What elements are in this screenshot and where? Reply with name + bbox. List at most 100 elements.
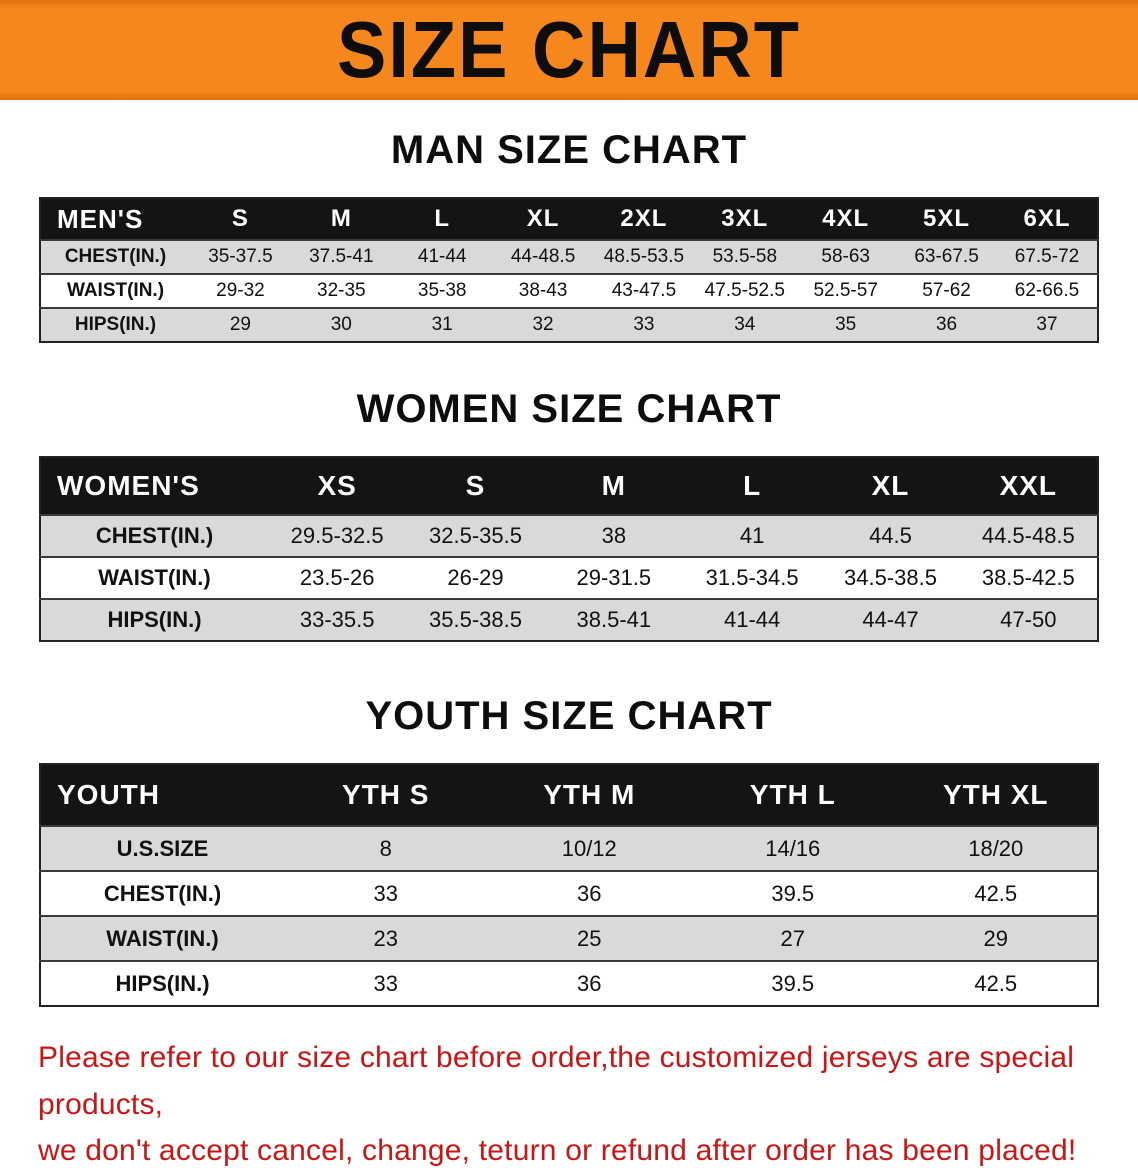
table-row: CHEST(IN.) 29.5-32.5 32.5-35.5 38 41 44.5 44.5… xyxy=(40,514,1098,557)
size-value-cell: 35 xyxy=(795,307,897,342)
table-row: U.S.SIZE 8 10/12 14/16 18/20 xyxy=(40,825,1098,871)
size-value-cell: 67.5-72 xyxy=(997,239,1098,274)
size-value-cell: 8 xyxy=(284,825,488,871)
size-value-cell: 33 xyxy=(284,960,488,1006)
size-column-header: M xyxy=(290,198,392,240)
size-value-cell: 57-62 xyxy=(896,273,997,308)
table-row: CHEST(IN.) 33 36 39.5 42.5 xyxy=(40,870,1098,916)
table-row: HIPS(IN.) 29 30 31 32 33 34 35 36 37 xyxy=(40,307,1098,342)
size-value-cell: 42.5 xyxy=(894,960,1098,1006)
size-value-cell: 34.5-38.5 xyxy=(821,556,960,599)
size-value-cell: 36 xyxy=(896,307,997,342)
section-women: WOMEN SIZE CHART WOMEN'S XS S M L XL XXL CHEST(… xyxy=(0,387,1138,642)
size-value-cell: 35.5-38.5 xyxy=(406,598,545,641)
size-value-cell: 26-29 xyxy=(406,556,545,599)
size-value-cell: 43-47.5 xyxy=(593,273,695,308)
table-row: HIPS(IN.) 33 36 39.5 42.5 xyxy=(40,960,1098,1006)
size-value-cell: 58-63 xyxy=(795,239,897,274)
section-men: MAN SIZE CHART MEN'S S M L XL 2XL 3XL 4XL 5XL 6XL… xyxy=(0,128,1138,343)
size-value-cell: 38.5-41 xyxy=(544,598,683,641)
size-value-cell: 23 xyxy=(284,915,488,961)
size-value-cell: 38 xyxy=(544,514,683,557)
size-value-cell: 37 xyxy=(997,307,1098,342)
row-label-cell: CHEST(IN.) xyxy=(40,239,190,274)
size-column-header: XXL xyxy=(959,457,1098,515)
size-value-cell: 63-67.5 xyxy=(896,239,997,274)
size-value-cell: 29-31.5 xyxy=(544,556,683,599)
size-column-header: 6XL xyxy=(997,198,1098,240)
size-value-cell: 41 xyxy=(682,514,822,557)
size-column-header: YTH S xyxy=(284,764,488,826)
size-value-cell: 47.5-52.5 xyxy=(694,273,796,308)
size-value-cell: 36 xyxy=(487,870,691,916)
row-label-cell: WAIST(IN.) xyxy=(40,556,268,599)
size-value-cell: 41-44 xyxy=(682,598,822,641)
size-value-cell: 25 xyxy=(487,915,691,961)
size-column-header: YTH XL xyxy=(894,764,1098,826)
size-column-header: 2XL xyxy=(593,198,695,240)
table-header-row: MEN'S S M L XL 2XL 3XL 4XL 5XL 6XL xyxy=(40,198,1098,240)
size-value-cell: 27 xyxy=(691,915,895,961)
row-label-cell: HIPS(IN.) xyxy=(40,598,268,641)
size-value-cell: 39.5 xyxy=(691,960,895,1006)
row-label-cell: HIPS(IN.) xyxy=(40,307,190,342)
table-corner-label: WOMEN'S xyxy=(40,457,268,515)
size-value-cell: 62-66.5 xyxy=(997,273,1098,308)
section-youth: YOUTH SIZE CHART YOUTH YTH S YTH M YTH L YTH… xyxy=(0,694,1138,1007)
size-value-cell: 52.5-57 xyxy=(795,273,897,308)
size-value-cell: 29-32 xyxy=(190,273,291,308)
youth-section-heading: YOUTH SIZE CHART xyxy=(365,694,773,738)
table-row: WAIST(IN.) 23 25 27 29 xyxy=(40,915,1098,961)
size-column-header: L xyxy=(682,457,822,515)
size-column-header: 5XL xyxy=(896,198,997,240)
row-label-cell: WAIST(IN.) xyxy=(40,915,284,961)
size-value-cell: 31 xyxy=(391,307,493,342)
size-value-cell: 44.5-48.5 xyxy=(959,514,1098,557)
size-value-cell: 29 xyxy=(190,307,291,342)
size-column-header: M xyxy=(544,457,683,515)
size-value-cell: 18/20 xyxy=(894,825,1098,871)
men-size-table: MEN'S S M L XL 2XL 3XL 4XL 5XL 6XL CHEST(IN.) 35-37… xyxy=(39,197,1099,343)
size-column-header: XS xyxy=(268,457,407,515)
size-value-cell: 29 xyxy=(894,915,1098,961)
table-row: WAIST(IN.) 29-32 32-35 35-38 38-43 43-47.5 47.… xyxy=(40,273,1098,308)
size-value-cell: 32 xyxy=(492,307,594,342)
size-value-cell: 42.5 xyxy=(894,870,1098,916)
size-value-cell: 53.5-58 xyxy=(694,239,796,274)
size-value-cell: 33 xyxy=(284,870,488,916)
size-value-cell: 48.5-53.5 xyxy=(593,239,695,274)
size-value-cell: 10/12 xyxy=(487,825,691,871)
size-column-header: L xyxy=(391,198,493,240)
size-value-cell: 29.5-32.5 xyxy=(268,514,407,557)
size-value-cell: 32.5-35.5 xyxy=(406,514,545,557)
table-row: WAIST(IN.) 23.5-26 26-29 29-31.5 31.5-34.5 34… xyxy=(40,556,1098,599)
size-value-cell: 23.5-26 xyxy=(268,556,407,599)
size-charts: MAN SIZE CHART MEN'S S M L XL 2XL 3XL 4XL 5XL 6XL… xyxy=(0,128,1138,1007)
women-section-heading: WOMEN SIZE CHART xyxy=(356,387,782,431)
size-value-cell: 32-35 xyxy=(290,273,392,308)
size-value-cell: 44-48.5 xyxy=(492,239,594,274)
size-value-cell: 35-38 xyxy=(391,273,493,308)
size-column-header: YTH L xyxy=(691,764,895,826)
row-label-cell: U.S.SIZE xyxy=(40,825,284,871)
size-column-header: S xyxy=(406,457,545,515)
size-value-cell: 44-47 xyxy=(821,598,960,641)
size-value-cell: 41-44 xyxy=(391,239,493,274)
size-value-cell: 31.5-34.5 xyxy=(682,556,822,599)
size-value-cell: 44.5 xyxy=(821,514,960,557)
size-value-cell: 33 xyxy=(593,307,695,342)
table-row: CHEST(IN.) 35-37.5 37.5-41 41-44 44-48.5 48.5… xyxy=(40,239,1098,274)
men-section-heading: MAN SIZE CHART xyxy=(390,128,748,172)
size-value-cell: 33-35.5 xyxy=(268,598,407,641)
banner: SIZE CHART xyxy=(0,0,1138,100)
size-column-header: S xyxy=(190,198,291,240)
table-row: HIPS(IN.) 33-35.5 35.5-38.5 38.5-41 41-44 44-… xyxy=(40,598,1098,641)
size-value-cell: 30 xyxy=(290,307,392,342)
size-value-cell: 39.5 xyxy=(691,870,895,916)
youth-size-table: YOUTH YTH S YTH M YTH L YTH XL U.S.SIZE 8 10/12… xyxy=(39,763,1099,1007)
women-size-table: WOMEN'S XS S M L XL XXL CHEST(IN.) 29.5-32.5 32.5… xyxy=(39,456,1099,642)
size-value-cell: 34 xyxy=(694,307,796,342)
row-label-cell: WAIST(IN.) xyxy=(40,273,190,308)
disclaimer-line-2: we don't accept cancel, change, teturn o… xyxy=(38,1134,1077,1167)
